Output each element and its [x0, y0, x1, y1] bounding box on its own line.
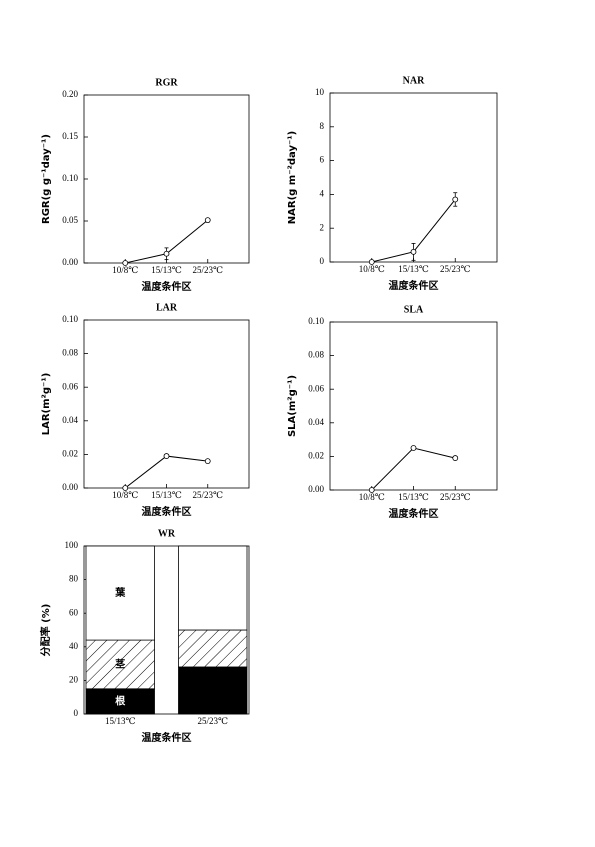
point — [452, 196, 459, 203]
x-tick-label: 25/23℃ — [192, 265, 223, 275]
segment-label: 葉 — [114, 586, 126, 599]
y-tick-label: 0.04 — [308, 417, 324, 427]
y-tick-label: 0.05 — [62, 215, 78, 225]
x-tick-label: 15/13℃ — [105, 716, 136, 726]
point — [163, 453, 170, 459]
plot-frame — [83, 319, 250, 489]
y-tick-label: 0.10 — [62, 173, 78, 183]
x-tick-label: 15/13℃ — [151, 265, 182, 275]
x-tick-label: 15/13℃ — [398, 492, 429, 502]
segment-label: 根 — [115, 694, 125, 707]
y-tick-label: 0.00 — [62, 482, 78, 492]
y-tick-label: 2 — [320, 222, 325, 232]
y-axis-label: 分配率 (%) — [39, 604, 52, 657]
point — [410, 445, 417, 451]
y-tick-label: 100 — [65, 540, 79, 550]
y-tick-label: 0.08 — [308, 350, 324, 360]
x-tick-label: 25/23℃ — [440, 492, 471, 502]
y-tick-label: 0.08 — [62, 348, 78, 358]
bar-segment — [85, 639, 155, 690]
y-axis-label: NAR(g m⁻²day⁻¹) — [287, 131, 298, 224]
segment-label: 茎 — [115, 657, 125, 670]
chart-title: SLA — [404, 304, 424, 315]
y-tick-label: 6 — [320, 155, 325, 165]
point — [368, 259, 375, 265]
bar-segment — [85, 545, 155, 641]
y-tick-label: 0.02 — [308, 450, 324, 460]
y-axis-label: RGR(g g⁻¹day⁻¹) — [41, 134, 52, 224]
bar-segment — [85, 688, 155, 715]
y-tick-label: 0.06 — [308, 383, 324, 393]
y-tick-label: 0.04 — [62, 415, 78, 425]
x-axis-label: 温度条件区 — [142, 731, 192, 744]
y-tick-label: 60 — [69, 607, 79, 617]
point — [410, 248, 417, 255]
y-tick-label: 0.10 — [62, 314, 78, 324]
x-tick-label: 25/23℃ — [192, 490, 223, 500]
chart-title: NAR — [403, 75, 425, 86]
y-tick-label: 10 — [315, 87, 325, 97]
x-axis-label: 温度条件区 — [142, 280, 192, 293]
y-tick-label: 40 — [69, 641, 79, 651]
y-tick-label: 4 — [320, 188, 325, 198]
y-tick-label: 20 — [69, 674, 79, 684]
y-tick-label: 0.06 — [62, 381, 78, 391]
point — [452, 455, 459, 461]
x-tick-label: 15/13℃ — [151, 490, 182, 500]
y-tick-label: 0.00 — [62, 257, 78, 267]
y-axis-label: LAR(m²g⁻¹) — [41, 373, 52, 436]
x-tick-label: 15/13℃ — [398, 264, 429, 274]
x-tick-label: 10/8℃ — [112, 265, 138, 275]
point — [122, 260, 129, 266]
point — [122, 485, 129, 491]
y-tick-label: 0 — [320, 256, 325, 266]
chart-title: RGR — [155, 77, 178, 88]
x-tick-label: 10/8℃ — [112, 490, 138, 500]
y-tick-label: 0.20 — [62, 89, 78, 99]
line — [124, 455, 208, 489]
plot-frame — [329, 92, 498, 263]
y-tick-label: 0.02 — [62, 448, 78, 458]
point — [204, 217, 211, 224]
point — [368, 487, 375, 493]
bar-segment — [178, 629, 248, 668]
x-tick-label: 25/23℃ — [440, 264, 471, 274]
y-axis-label: SLA(m²g⁻¹) — [287, 375, 298, 437]
y-tick-label: 8 — [320, 121, 325, 131]
y-tick-label: 80 — [69, 574, 79, 584]
x-axis-label: 温度条件区 — [142, 505, 192, 518]
point — [204, 458, 211, 465]
plot-frame — [83, 94, 250, 264]
x-axis-label: 温度条件区 — [389, 279, 439, 292]
bar-segment — [178, 545, 248, 631]
chart-title: WR — [158, 528, 176, 539]
y-tick-label: 0.00 — [308, 484, 324, 494]
plot-frame — [329, 321, 498, 491]
point — [163, 250, 170, 257]
y-tick-label: 0.10 — [308, 316, 324, 326]
plot-frame — [83, 545, 250, 715]
y-tick-label: 0.15 — [62, 131, 78, 141]
chart-title: LAR — [156, 302, 178, 313]
x-axis-label: 温度条件区 — [389, 507, 439, 520]
x-tick-label: 25/23℃ — [197, 716, 228, 726]
x-tick-label: 10/8℃ — [359, 492, 385, 502]
y-tick-label: 0 — [74, 708, 79, 718]
x-tick-label: 10/8℃ — [359, 264, 385, 274]
line — [371, 447, 456, 491]
bar-segment — [178, 666, 248, 715]
